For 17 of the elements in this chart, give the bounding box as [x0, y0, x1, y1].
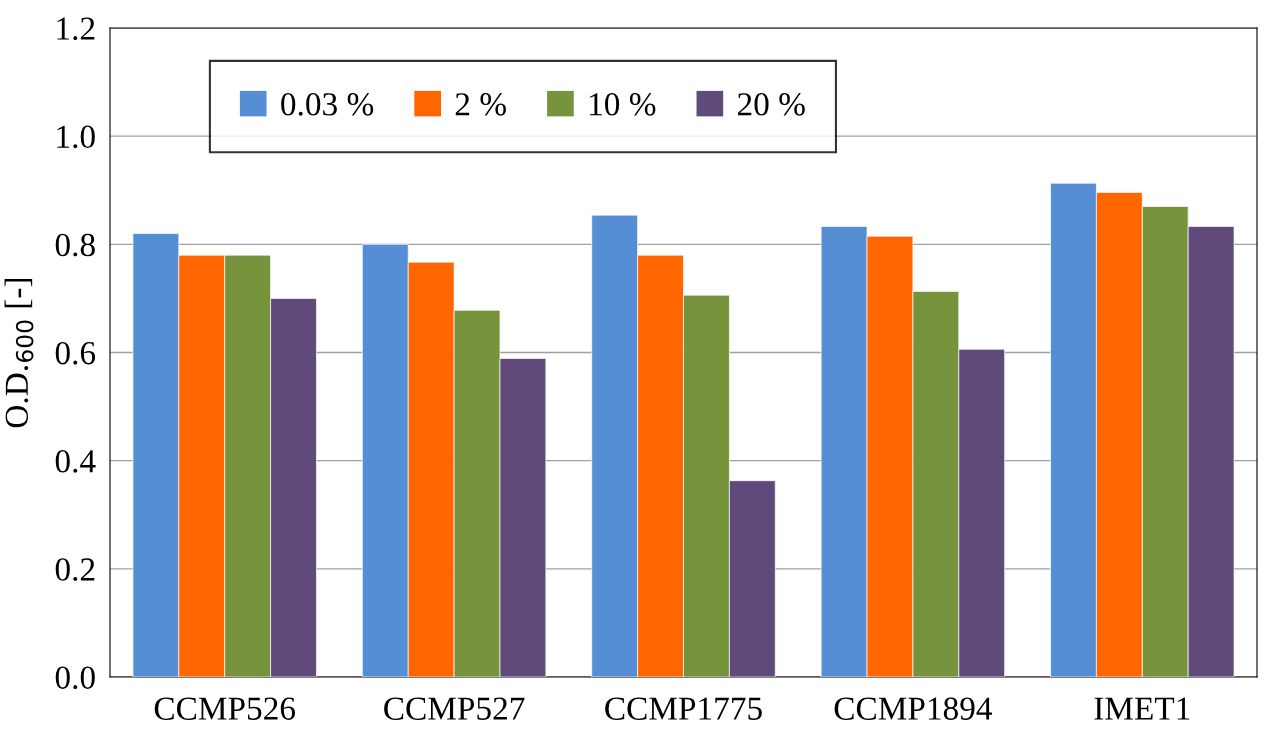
legend-label: 2 %	[455, 93, 506, 116]
y-tick-label: 1.0	[57, 125, 95, 149]
x-tick-label: CCMP526	[154, 697, 296, 720]
legend-label: 20 %	[737, 93, 805, 116]
y-tick-label: 0.6	[55, 341, 96, 365]
y-tick-label: 1.2	[57, 17, 95, 41]
legend-label: 0.03 %	[281, 93, 374, 116]
y-tick-label: 0.2	[55, 558, 95, 581]
x-tick-label: IMET1	[1094, 697, 1190, 720]
y-tick-label: 0.0	[55, 666, 95, 690]
y-axis-title: O.D.$_{600}$ [-]	[4, 278, 34, 428]
y-tick-label: 0.8	[55, 233, 95, 257]
x-tick-label: CCMP1894	[834, 697, 993, 720]
x-tick-label: CCMP527	[384, 697, 525, 720]
legend-label: 10 %	[590, 93, 656, 116]
x-tick-label: CCMP1775	[605, 697, 762, 720]
y-tick-label: 0.4	[55, 450, 96, 473]
